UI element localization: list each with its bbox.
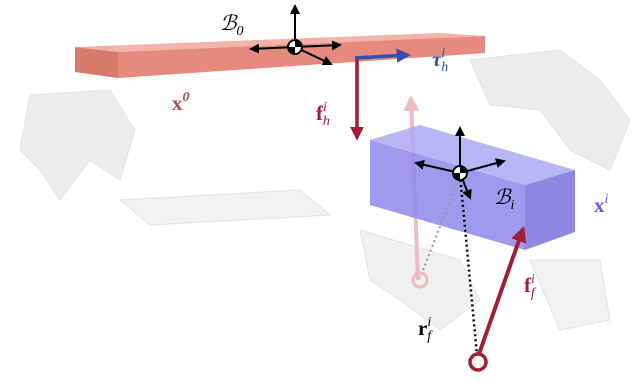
label: ℬ0 [220, 11, 244, 39]
label: xi [594, 192, 609, 217]
label: x0 [172, 90, 190, 115]
foot-contact [470, 354, 486, 370]
base-body [75, 33, 485, 78]
foot-force-arrow [479, 229, 523, 354]
diagram: ℬ0 x0 fih τih ℬi xi fif rif [0, 0, 641, 384]
body-box [370, 125, 575, 250]
